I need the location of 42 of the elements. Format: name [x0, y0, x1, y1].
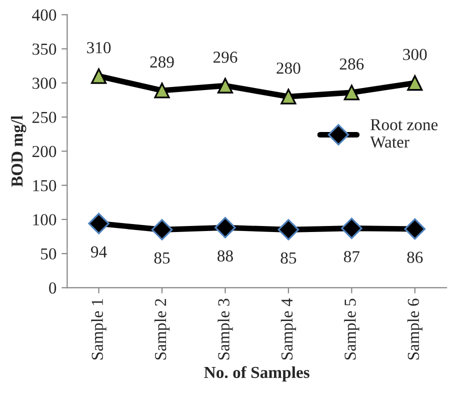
y-tick-label: 350	[32, 44, 56, 55]
data-label: 88	[218, 250, 233, 262]
x-tick-label: Sample 2	[154, 299, 170, 360]
data-label: 94	[90, 246, 107, 258]
x-tick-label: Sample 6	[407, 298, 422, 360]
y-tick-label: 400	[32, 9, 56, 21]
point	[214, 216, 236, 238]
point	[280, 88, 296, 104]
data-label: 87	[344, 251, 360, 262]
point	[217, 78, 234, 94]
data-label: 86	[407, 252, 423, 263]
data-label: 85	[154, 252, 170, 264]
point	[407, 75, 423, 91]
data-label: 300	[403, 48, 427, 60]
x-tick-label: Sample 5	[344, 298, 360, 360]
point	[151, 219, 173, 240]
y-tick-label: 200	[32, 146, 56, 158]
y-tick-label: 0	[49, 282, 56, 294]
data-label: 310	[87, 42, 111, 54]
x-tick-label: Sample 3	[218, 298, 233, 360]
data-label: 280	[276, 62, 300, 74]
data-label: 289	[150, 56, 174, 68]
y-tick-label: 150	[33, 180, 56, 192]
point	[278, 219, 300, 240]
point	[88, 212, 110, 234]
legend-label: Root zone Water	[370, 119, 438, 148]
data-label: 296	[213, 52, 238, 63]
x-axis-title: No. of Samples	[204, 366, 310, 382]
y-tick-label: 250	[32, 112, 56, 124]
x-tick-label: Sample 4	[280, 298, 296, 360]
x-tick-label: Sample 1	[91, 299, 106, 360]
y-axis-title: BOD mg/l	[10, 116, 26, 187]
point	[404, 218, 426, 240]
point	[91, 68, 107, 84]
y-tick-label: 300	[32, 78, 56, 89]
y-tick-label: 50	[41, 248, 56, 260]
data-label: 286	[340, 58, 364, 70]
point	[344, 84, 360, 100]
data-label: 85	[280, 252, 296, 264]
y-tick-label: 100	[33, 214, 56, 226]
point	[154, 82, 170, 98]
point	[341, 218, 362, 239]
